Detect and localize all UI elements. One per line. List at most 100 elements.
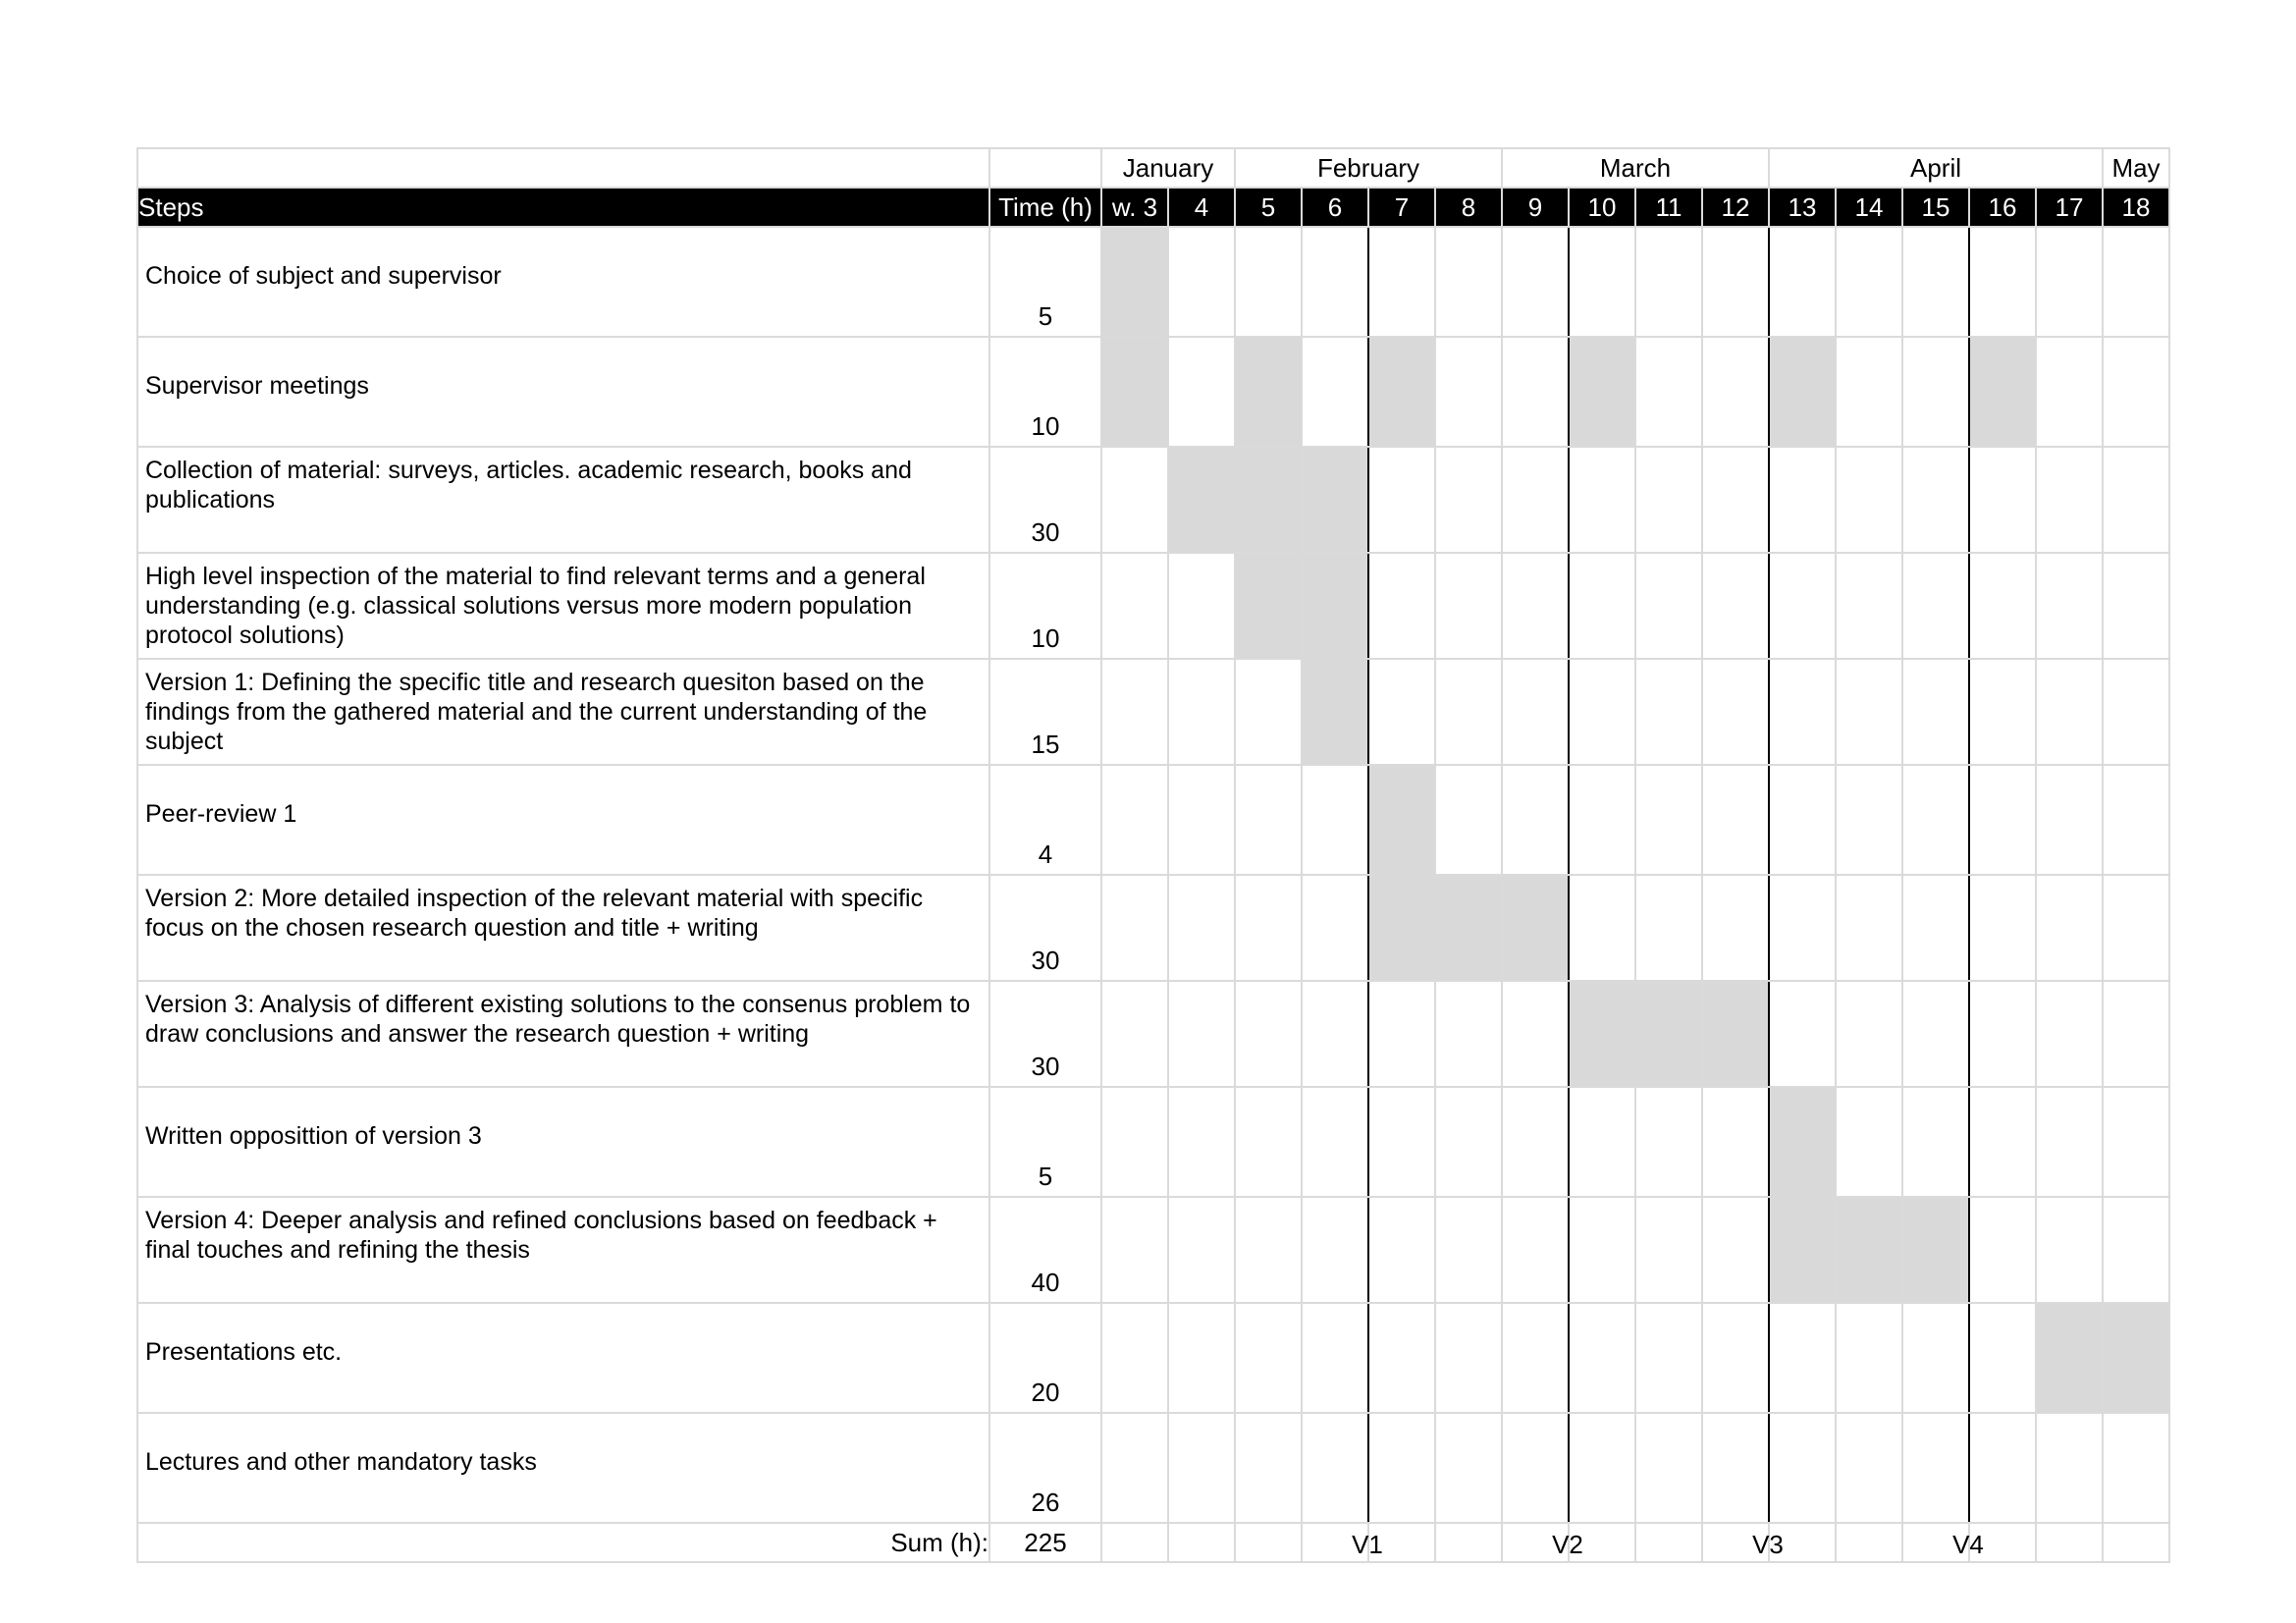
sum-row: Sum (h): 225 V1 V2 V3 V4 [136,1522,2170,1563]
sum-empty-cell [1968,1522,2037,1563]
week-cell [1367,1086,1436,1198]
week-cell [1968,764,2037,876]
week-cell [1367,1412,1436,1524]
scheduled-week-cell [1901,1196,1970,1304]
month-header-blank-time [988,147,1102,189]
week-cell [1234,1302,1303,1414]
week-header-6: 6 [1301,187,1369,228]
week-cell [1301,1086,1369,1198]
week-cell [1968,1086,2037,1198]
week-cell [1901,336,1970,448]
week-cell [1901,980,1970,1088]
week-cell [1367,446,1436,554]
week-cell [1167,874,1236,982]
week-cell [1301,226,1369,338]
week-cell [1100,1412,1169,1524]
scheduled-week-cell [1568,980,1636,1088]
week-cell [1301,1196,1369,1304]
task-step: Version 4: Deeper analysis and refined c… [136,1196,990,1304]
week-cell [1301,1302,1369,1414]
week-cell [1901,874,1970,982]
week-cell [1501,552,1570,660]
week-cell [1367,658,1436,766]
week-cell [1968,446,2037,554]
task-time: 30 [988,874,1102,982]
scheduled-week-cell [1100,226,1169,338]
week-cell [1100,552,1169,660]
sum-empty-cell [1768,1522,1837,1563]
week-cell [1568,1302,1636,1414]
week-cell [1968,1196,2037,1304]
week-cell [1568,764,1636,876]
task-row: Lectures and other mandatory tasks 26 [136,1412,2170,1524]
task-row: Presentations etc. 20 [136,1302,2170,1414]
task-step: Peer-review 1 [136,764,990,876]
week-cell [2102,336,2170,448]
week-cell [1768,1412,1837,1524]
week-cell [1968,226,2037,338]
week-cell [1835,552,1903,660]
week-cell [2035,1196,2104,1304]
week-cell [1968,658,2037,766]
week-cell [1901,1086,1970,1198]
week-cell [1167,226,1236,338]
task-time: 10 [988,336,1102,448]
week-cell [1768,980,1837,1088]
week-header-16: 16 [1968,187,2037,228]
sum-empty-cell [1367,1522,1436,1563]
task-step: Choice of subject and supervisor [136,226,990,338]
week-cell [1234,658,1303,766]
week-cell [1835,1412,1903,1524]
scheduled-week-cell [1234,552,1303,660]
steps-column-header: Steps [136,187,990,228]
milestone-label: V4 [1952,1530,1984,1559]
week-cell [2035,874,2104,982]
sum-empty-cell [1434,1522,1503,1563]
week-cell [1100,1086,1169,1198]
sum-empty-cell [1835,1522,1903,1563]
task-step: Version 3: Analysis of different existin… [136,980,990,1088]
week-cell [1501,658,1570,766]
week-cell [1167,552,1236,660]
week-header-9: 9 [1501,187,1570,228]
week-cell [1100,446,1169,554]
week-cell [1434,552,1503,660]
week-cell [1901,658,1970,766]
task-row: Version 1: Defining the specific title a… [136,658,2170,766]
week-cell [1501,1412,1570,1524]
month-march: March [1501,147,1770,189]
scheduled-week-cell [1501,874,1570,982]
scheduled-week-cell [1367,874,1436,982]
scheduled-week-cell [1167,446,1236,554]
week-cell [1901,1412,1970,1524]
month-header-row: January February March April May [136,147,2170,189]
week-cell [1501,446,1570,554]
week-cell [1634,1196,1703,1304]
week-cell [1568,552,1636,660]
week-cell [1634,764,1703,876]
week-cell [1968,980,2037,1088]
week-cell [1634,1086,1703,1198]
week-cell [1568,446,1636,554]
week-cell [1234,980,1303,1088]
week-cell [1501,1196,1570,1304]
week-cell [1701,1412,1770,1524]
month-january: January [1100,147,1236,189]
week-cell [1568,1196,1636,1304]
week-cell [1835,226,1903,338]
task-row: Supervisor meetings 10 [136,336,2170,448]
scheduled-week-cell [1568,336,1636,448]
scheduled-week-cell [2035,1302,2104,1414]
time-column-header: Time (h) [988,187,1102,228]
week-cell [1634,446,1703,554]
week-cell [1234,226,1303,338]
week-cell [1501,1086,1570,1198]
week-cell [1835,980,1903,1088]
week-header-12: 12 [1701,187,1770,228]
week-cell [1701,446,1770,554]
week-cell [1100,1196,1169,1304]
week-cell [1501,1302,1570,1414]
week-cell [1901,446,1970,554]
